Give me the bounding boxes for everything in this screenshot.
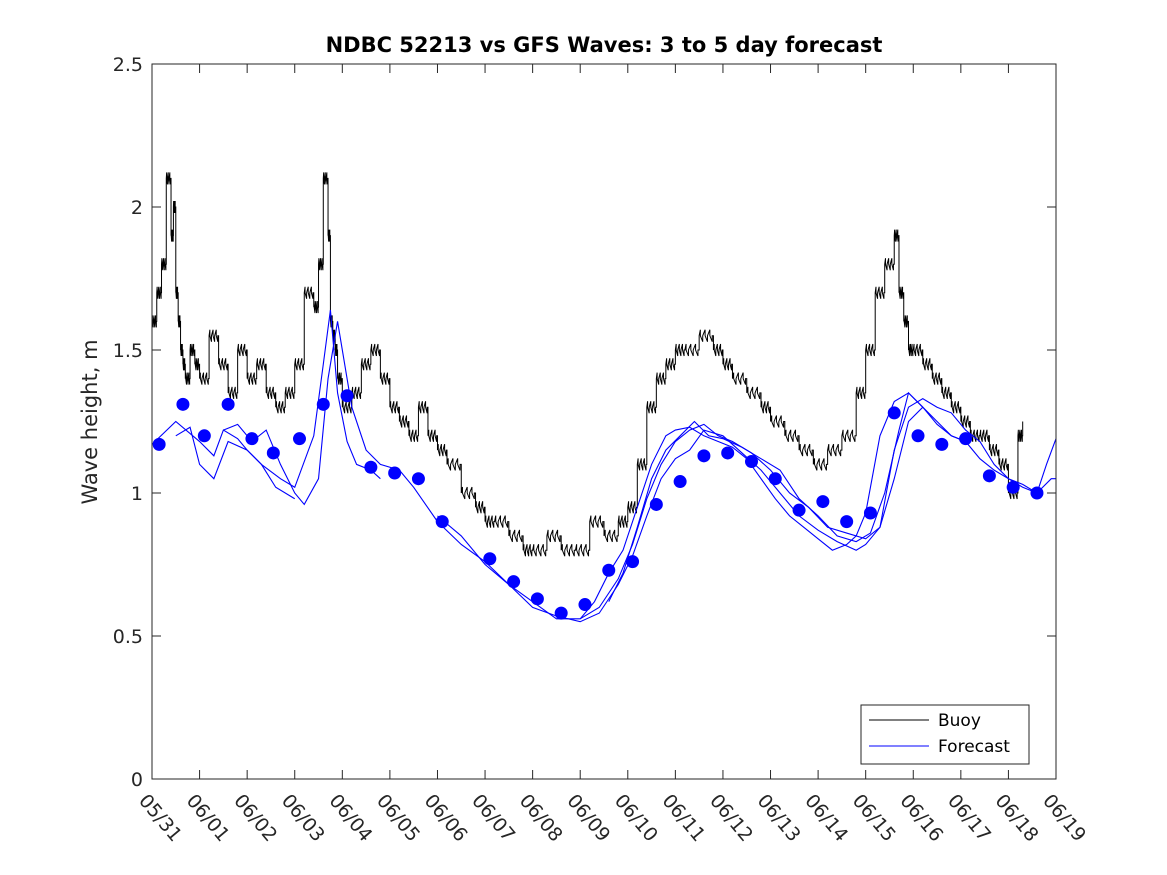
x-tick-label: 06/10 <box>610 790 662 846</box>
x-tick-label: 06/05 <box>372 790 424 846</box>
forecast-marker-point <box>959 432 973 446</box>
legend: Buoy Forecast <box>860 704 1030 765</box>
forecast-marker-point <box>388 466 402 480</box>
x-tick-label: 06/08 <box>515 790 567 846</box>
x-tick-label: 06/15 <box>848 790 900 846</box>
x-tick-label: 06/01 <box>182 790 234 846</box>
legend-box <box>860 704 1030 765</box>
x-tick-label: 06/17 <box>943 790 995 846</box>
forecast-marker-point <box>530 592 544 606</box>
series-layer <box>152 172 1056 623</box>
legend-label-buoy: Buoy <box>938 711 981 731</box>
y-tick-label: 1.5 <box>113 340 143 362</box>
forecast-marker-point <box>245 432 259 446</box>
x-tick-label: 06/07 <box>467 790 519 846</box>
forecast-marker-point <box>221 397 235 411</box>
forecast-marker-point <box>887 406 901 420</box>
y-tick-label: 2 <box>131 197 143 219</box>
forecast-marker-point <box>721 446 735 460</box>
y-axis-label: Wave height, m <box>78 339 102 504</box>
x-tick-label: 06/19 <box>1038 790 1090 846</box>
forecast-series-line <box>175 309 381 489</box>
chart-title: NDBC 52213 vs GFS Waves: 3 to 5 day fore… <box>326 33 883 57</box>
legend-label-forecast: Forecast <box>938 737 1010 757</box>
forecast-marker-point <box>673 475 687 489</box>
forecast-marker-point <box>411 472 425 486</box>
forecast-marker-point <box>744 455 758 469</box>
forecast-marker-point <box>863 506 877 520</box>
forecast-marker-point <box>792 503 806 517</box>
forecast-series-line <box>437 397 1056 623</box>
x-tick-label: 06/03 <box>277 790 329 846</box>
x-tick-label: 06/02 <box>229 790 281 846</box>
forecast-marker-point <box>176 397 190 411</box>
forecast-marker-point <box>266 446 280 460</box>
forecast-series-line <box>579 406 966 620</box>
forecast-marker-point <box>911 429 925 443</box>
forecast-marker-point <box>507 575 521 589</box>
x-tick-label: 06/04 <box>324 790 376 846</box>
x-tick-label: 06/12 <box>705 790 757 846</box>
forecast-marker-point <box>840 515 854 529</box>
forecast-marker-point <box>483 552 497 566</box>
forecast-marker-point <box>982 469 996 483</box>
y-tick-label: 0.5 <box>113 626 143 648</box>
buoy-series-line <box>152 172 1024 557</box>
x-tick-label: 06/09 <box>562 790 614 846</box>
forecast-marker-point <box>578 598 592 612</box>
forecast-marker-point <box>364 460 378 474</box>
x-tick-label: 06/13 <box>753 790 805 846</box>
forecast-marker-point <box>197 429 211 443</box>
forecast-marker-point <box>316 397 330 411</box>
forecast-marker-point <box>340 389 354 403</box>
forecast-marker-point <box>649 497 663 511</box>
forecast-marker-point <box>768 472 782 486</box>
x-tick-label: 06/11 <box>658 790 710 846</box>
y-tick-label: 1 <box>131 483 143 505</box>
forecast-marker-point <box>935 437 949 451</box>
forecast-series-line <box>608 391 924 602</box>
x-tick-label: 06/14 <box>800 790 852 846</box>
forecast-marker-point <box>626 555 640 569</box>
plot-frame <box>151 63 1057 780</box>
marker-layer <box>152 389 1044 620</box>
forecast-marker-point <box>292 432 306 446</box>
forecast-series-line <box>223 321 1056 620</box>
x-tick-label: 06/06 <box>420 790 472 846</box>
x-tick-label: 05/31 <box>134 790 186 846</box>
forecast-marker-point <box>152 437 166 451</box>
forecast-marker-point <box>1006 480 1020 494</box>
x-tick-label: 06/18 <box>991 790 1043 846</box>
y-tick-label: 0 <box>131 769 143 791</box>
forecast-marker-point <box>816 495 830 509</box>
x-tick-label: 06/16 <box>895 790 947 846</box>
forecast-marker-point <box>1030 486 1044 500</box>
forecast-marker-point <box>602 563 616 577</box>
y-tick-label: 2.5 <box>113 54 143 76</box>
forecast-series-line <box>152 420 296 500</box>
forecast-marker-point <box>697 449 711 463</box>
forecast-marker-point <box>435 515 449 529</box>
forecast-marker-point <box>554 606 568 620</box>
